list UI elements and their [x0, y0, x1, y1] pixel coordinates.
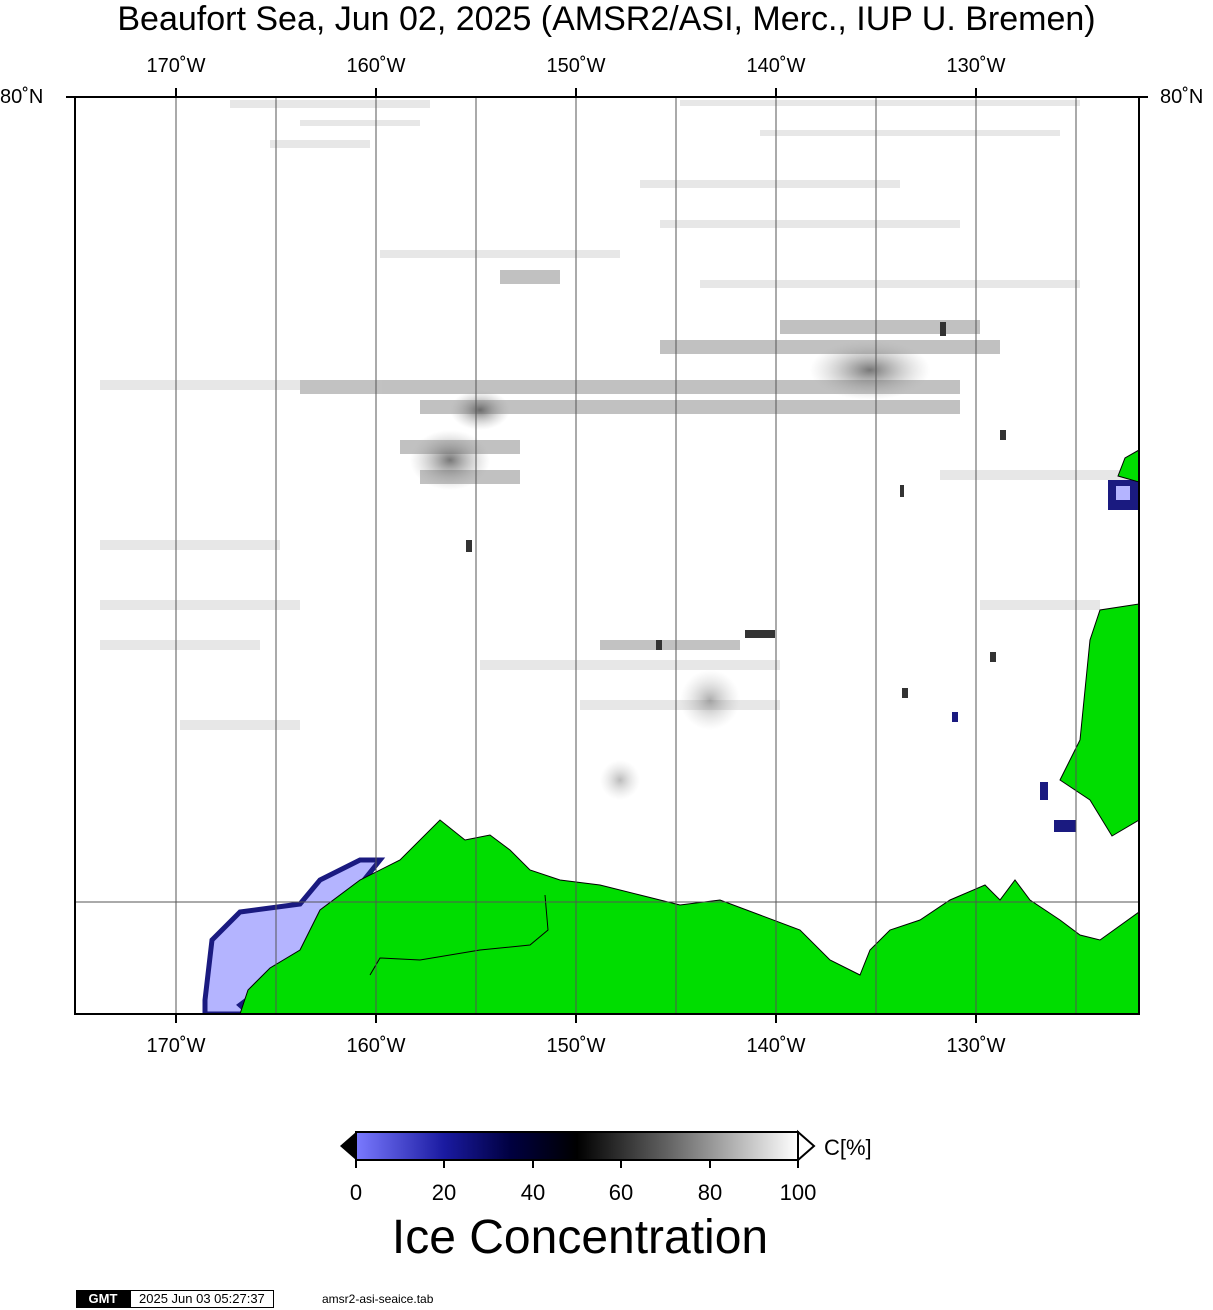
map-background [75, 97, 1139, 1014]
lat-label-right: 80˚N [1160, 86, 1204, 108]
frame-ticks [66, 88, 1148, 1023]
gmt-logo: GMT [76, 1290, 130, 1308]
lon-label-bottom-160w: 160˚W [346, 1035, 406, 1057]
colorbar-tick-0: 0 [349, 1180, 363, 1205]
lon-label-top-130w: 130˚W [946, 55, 1006, 77]
alaska-yukon-land [239, 819, 1139, 1014]
lon-label-bottom-150w: 150˚W [546, 1035, 606, 1057]
lon-label-bottom-130w: 130˚W [946, 1035, 1006, 1057]
colorbar-title: Ice Concentration [391, 1211, 769, 1264]
lon-label-bottom-170w: 170˚W [146, 1035, 206, 1057]
lon-label-bottom-140w: 140˚W [746, 1035, 806, 1057]
banks-island-land [1059, 603, 1139, 837]
colorbar-tick-100: 100 [779, 1180, 817, 1205]
lon-label-top-170w: 170˚W [146, 55, 206, 77]
colorbar-unit: C[%] [824, 1135, 872, 1160]
colorbar-tick-80: 80 [697, 1180, 723, 1205]
prince-patrick-island-land [1117, 449, 1139, 483]
lon-label-top-160w: 160˚W [346, 55, 406, 77]
colorbar [340, 1129, 816, 1168]
lon-label-top-150w: 150˚W [546, 55, 606, 77]
colorbar-tick-20: 20 [431, 1180, 457, 1205]
lat-label-left: 80˚N [0, 86, 44, 108]
colorbar-tick-40: 40 [520, 1180, 546, 1205]
lon-label-top-140w: 140˚W [746, 55, 806, 77]
map-title: Beaufort Sea, Jun 02, 2025 (AMSR2/ASI, M… [117, 0, 1096, 38]
timestamp: 2025 Jun 03 05:27:37 [130, 1290, 274, 1308]
source-file: amsr2-asi-seaice.tab [322, 1292, 434, 1306]
ice-concentration-layer [100, 100, 1139, 1014]
map-frame [74, 96, 1140, 1015]
colorbar-tick-60: 60 [608, 1180, 634, 1205]
graticule [75, 97, 1139, 1014]
